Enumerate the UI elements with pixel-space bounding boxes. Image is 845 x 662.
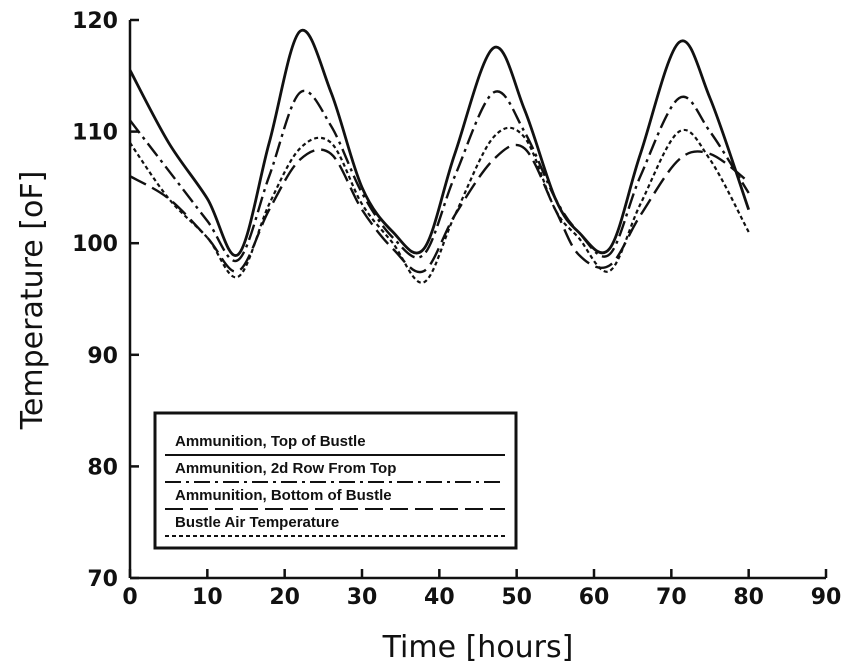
x-tick-label: 50 — [501, 585, 532, 610]
y-tick-label: 80 — [87, 455, 118, 480]
x-tick-label: 30 — [347, 585, 378, 610]
x-tick-label: 70 — [656, 585, 687, 610]
y-axis-label: Temperature [oF] — [15, 171, 50, 431]
legend-label: Bustle Air Temperature — [175, 514, 339, 531]
series-layer — [128, 28, 751, 284]
x-tick-label: 10 — [192, 585, 223, 610]
legend: Ammunition, Top of Bustle Ammunition, 2d … — [153, 411, 518, 550]
x-tick-label: 60 — [579, 585, 610, 610]
y-tick-label: 90 — [87, 344, 118, 369]
x-axis-label: Time [hours] — [382, 630, 574, 662]
series-line — [129, 126, 750, 284]
x-ticks: 0 10 20 30 40 50 60 70 80 90 — [122, 569, 841, 610]
x-tick-label: 80 — [733, 585, 764, 610]
axes: 0 10 20 30 40 50 60 70 80 90 70 80 90 100 110 120 — [72, 9, 841, 610]
legend-box — [153, 411, 518, 550]
series-line — [128, 28, 751, 257]
x-tick-label: 90 — [811, 585, 842, 610]
x-tick-label: 20 — [269, 585, 300, 610]
y-tick-label: 110 — [72, 121, 118, 146]
x-tick-label: 40 — [424, 585, 455, 610]
series-line — [129, 143, 750, 274]
y-tick-label: 120 — [72, 9, 118, 34]
legend-label: Ammunition, Bottom of Bustle — [175, 487, 392, 504]
y-ticks: 70 80 90 100 110 120 — [72, 9, 139, 592]
x-tick-label: 0 — [122, 585, 137, 610]
series-line — [129, 89, 750, 263]
y-tick-label: 100 — [72, 232, 118, 257]
legend-label: Ammunition, Top of Bustle — [175, 433, 366, 450]
legend-label: Ammunition, 2d Row From Top — [175, 460, 396, 477]
y-tick-label: 70 — [87, 567, 118, 592]
